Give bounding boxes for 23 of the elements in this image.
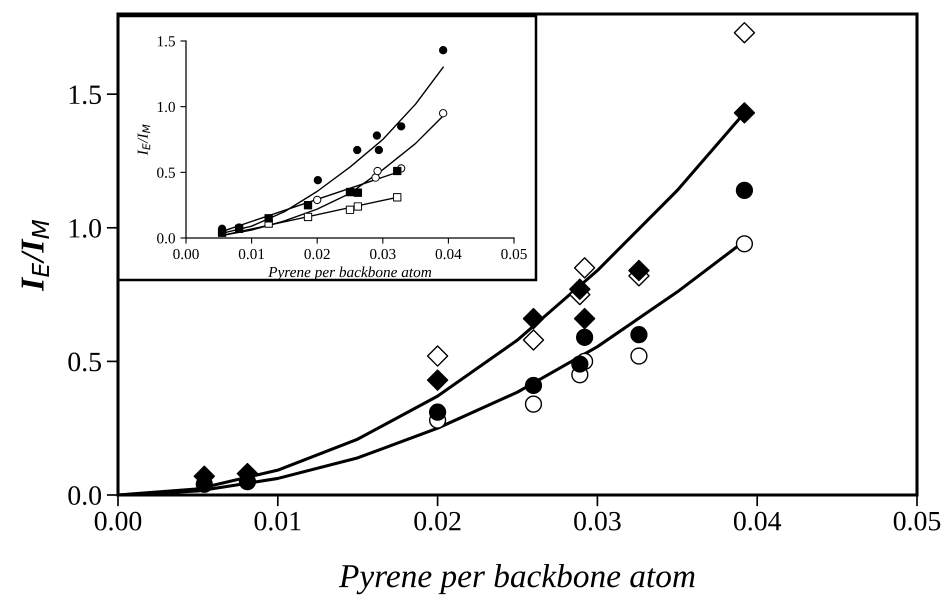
x-tick-label: 0.00	[94, 512, 142, 531]
x-tick-label: 0.01	[238, 248, 264, 260]
x-tick-label: 0.05	[894, 512, 940, 531]
y-tick-label: 1.5	[158, 36, 175, 47]
x-tick-label: 0.02	[414, 512, 460, 531]
x-tick-label: 0.01	[254, 512, 300, 531]
x-tick-label: 0.05	[501, 248, 527, 260]
y-axis-title: I$_{E}$/I$_{M}$	[22, 220, 49, 292]
y-tick-label: 1.0	[158, 102, 175, 112]
x-axis-title: Pyrene per backbone atom	[338, 564, 695, 594]
x-tick-label: 0.03	[574, 512, 621, 531]
y-tick-label: 0.5	[68, 352, 101, 372]
y-tick-label: 1.0	[70, 218, 101, 238]
y-tick-label: 0.0	[157, 233, 175, 244]
x-tick-label: 0.00	[173, 248, 199, 260]
x-tick-label: 0.02	[304, 248, 330, 260]
y-axis-title: I$_{E}$/I$_{M}$	[138, 124, 150, 156]
x-tick-label: 0.04	[436, 248, 462, 260]
y-tick-label: 1.5	[70, 85, 101, 104]
y-tick-label: 0.5	[157, 167, 175, 178]
x-tick-label: 0.03	[370, 248, 396, 260]
x-tick-label: 0.04	[734, 512, 782, 531]
y-tick-label: 0.0	[68, 486, 101, 506]
